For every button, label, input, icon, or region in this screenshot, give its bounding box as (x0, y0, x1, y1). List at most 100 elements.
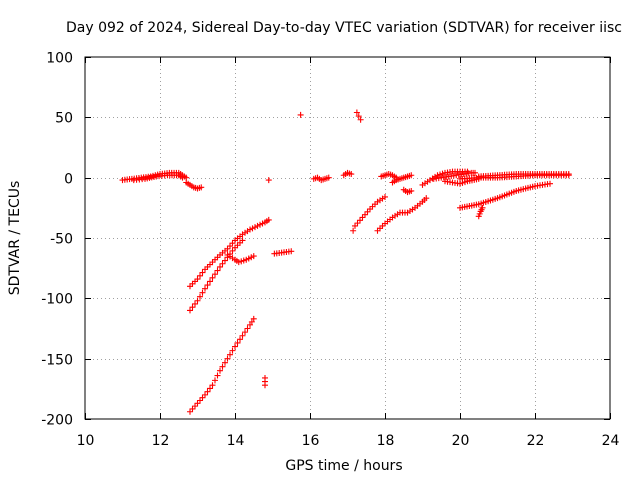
grid (85, 57, 610, 419)
data-point (207, 385, 213, 392)
axis-ticks (85, 57, 611, 420)
data-point (199, 289, 206, 296)
series-arc-20.5-20.6 (475, 204, 486, 220)
data-point (565, 171, 572, 178)
data-point (350, 227, 357, 234)
data-point (234, 339, 241, 346)
data-point (189, 304, 196, 311)
data-point (187, 307, 193, 314)
data-point (423, 195, 430, 202)
data-point (204, 282, 211, 289)
data-point (202, 391, 208, 398)
data-point (547, 180, 553, 187)
data-point (479, 204, 486, 211)
x-tick-label: 22 (527, 433, 545, 449)
data-point (194, 276, 201, 283)
data-point (198, 184, 205, 191)
data-point (207, 278, 213, 285)
data-point (382, 193, 388, 200)
data-point (209, 274, 216, 281)
data-point (247, 321, 253, 328)
y-tick-label: -100 (41, 292, 73, 308)
series-arc-12.7-13.1 (183, 179, 205, 192)
data-point (265, 177, 272, 184)
y-tick-label: -200 (41, 413, 73, 429)
data-point (202, 285, 208, 292)
data-point (348, 171, 355, 178)
series-arc-20.5-22.9-mid (475, 171, 572, 180)
data-point (297, 111, 304, 118)
series-arc-19.3-20.4 (430, 169, 478, 182)
y-tick-label: -50 (50, 232, 73, 248)
data-point (219, 260, 226, 267)
data-point (239, 332, 246, 339)
x-axis-label: GPS time / hours (285, 458, 402, 474)
y-tick-label: -150 (41, 353, 73, 369)
x-tick-label: 10 (77, 433, 95, 449)
chart-title: Day 092 of 2024, Sidereal Day-to-day VTE… (66, 20, 622, 36)
x-tick-label: 20 (452, 433, 470, 449)
data-point (237, 336, 243, 343)
series-arc-16.9-17.1 (340, 169, 355, 179)
data-point (288, 248, 295, 255)
y-tick-labels: -200 -150 -100 -50 0 50 100 (41, 51, 73, 429)
series-arc-18.2-18.7 (389, 172, 415, 186)
data-point (219, 363, 226, 370)
data-point (262, 382, 268, 389)
data-point (214, 372, 221, 379)
data-point (214, 267, 221, 274)
series-arc-13.8-14.5 (224, 251, 257, 266)
data-point (222, 359, 228, 366)
data-point (408, 172, 415, 179)
data-point (197, 272, 203, 279)
data-point (224, 355, 231, 362)
x-tick-label: 16 (302, 433, 320, 449)
series-arc-11.5-12.6-lower (130, 172, 186, 184)
x-tick-label: 18 (377, 433, 395, 449)
series-arc-16.1-16.5 (310, 174, 332, 184)
data-point (217, 263, 223, 270)
data-point (408, 187, 415, 194)
data-point (217, 367, 223, 374)
series-arc-12.8-14.9-upper (187, 216, 272, 290)
data-point (244, 325, 251, 332)
data-point (209, 382, 216, 389)
data-point (248, 318, 255, 325)
data-point (239, 237, 246, 244)
x-tick-label: 12 (152, 433, 170, 449)
data-point (265, 216, 272, 223)
data-point (325, 174, 332, 181)
data-point (197, 293, 203, 300)
series-arc-17.8-19.1 (374, 195, 430, 234)
series-arc-12.8-14.4-lower (187, 237, 246, 314)
data-point (227, 351, 233, 358)
y-tick-label: 100 (46, 51, 73, 67)
series-arc-12.8-14.5-deep (187, 315, 257, 415)
data-point (179, 174, 186, 181)
series-arc-17.2-18.0 (352, 193, 388, 229)
data-point (212, 377, 218, 384)
series-arc-17.9-18.3 (378, 171, 400, 181)
data-point (353, 109, 360, 116)
data-point (355, 113, 362, 120)
data-point (192, 300, 198, 307)
y-axis-label: SDTVAR / TECUs (7, 181, 23, 296)
data-point (242, 329, 248, 336)
series-arc-20.0-22.4-lower (457, 180, 553, 211)
x-tick-label: 14 (227, 433, 245, 449)
series-arc-18.5-18.7 (400, 186, 415, 196)
data-point (222, 257, 228, 264)
data-point (357, 116, 364, 123)
data-point (229, 347, 236, 354)
x-tick-labels: 10 12 14 16 18 20 22 24 (77, 433, 620, 449)
data-point (250, 253, 257, 260)
data-point (250, 315, 257, 322)
data-point (229, 247, 236, 254)
data-points (119, 109, 572, 415)
plot-frame (84, 56, 611, 420)
data-point (194, 297, 201, 304)
data-point (199, 269, 206, 276)
x-tick-label: 24 (602, 433, 620, 449)
